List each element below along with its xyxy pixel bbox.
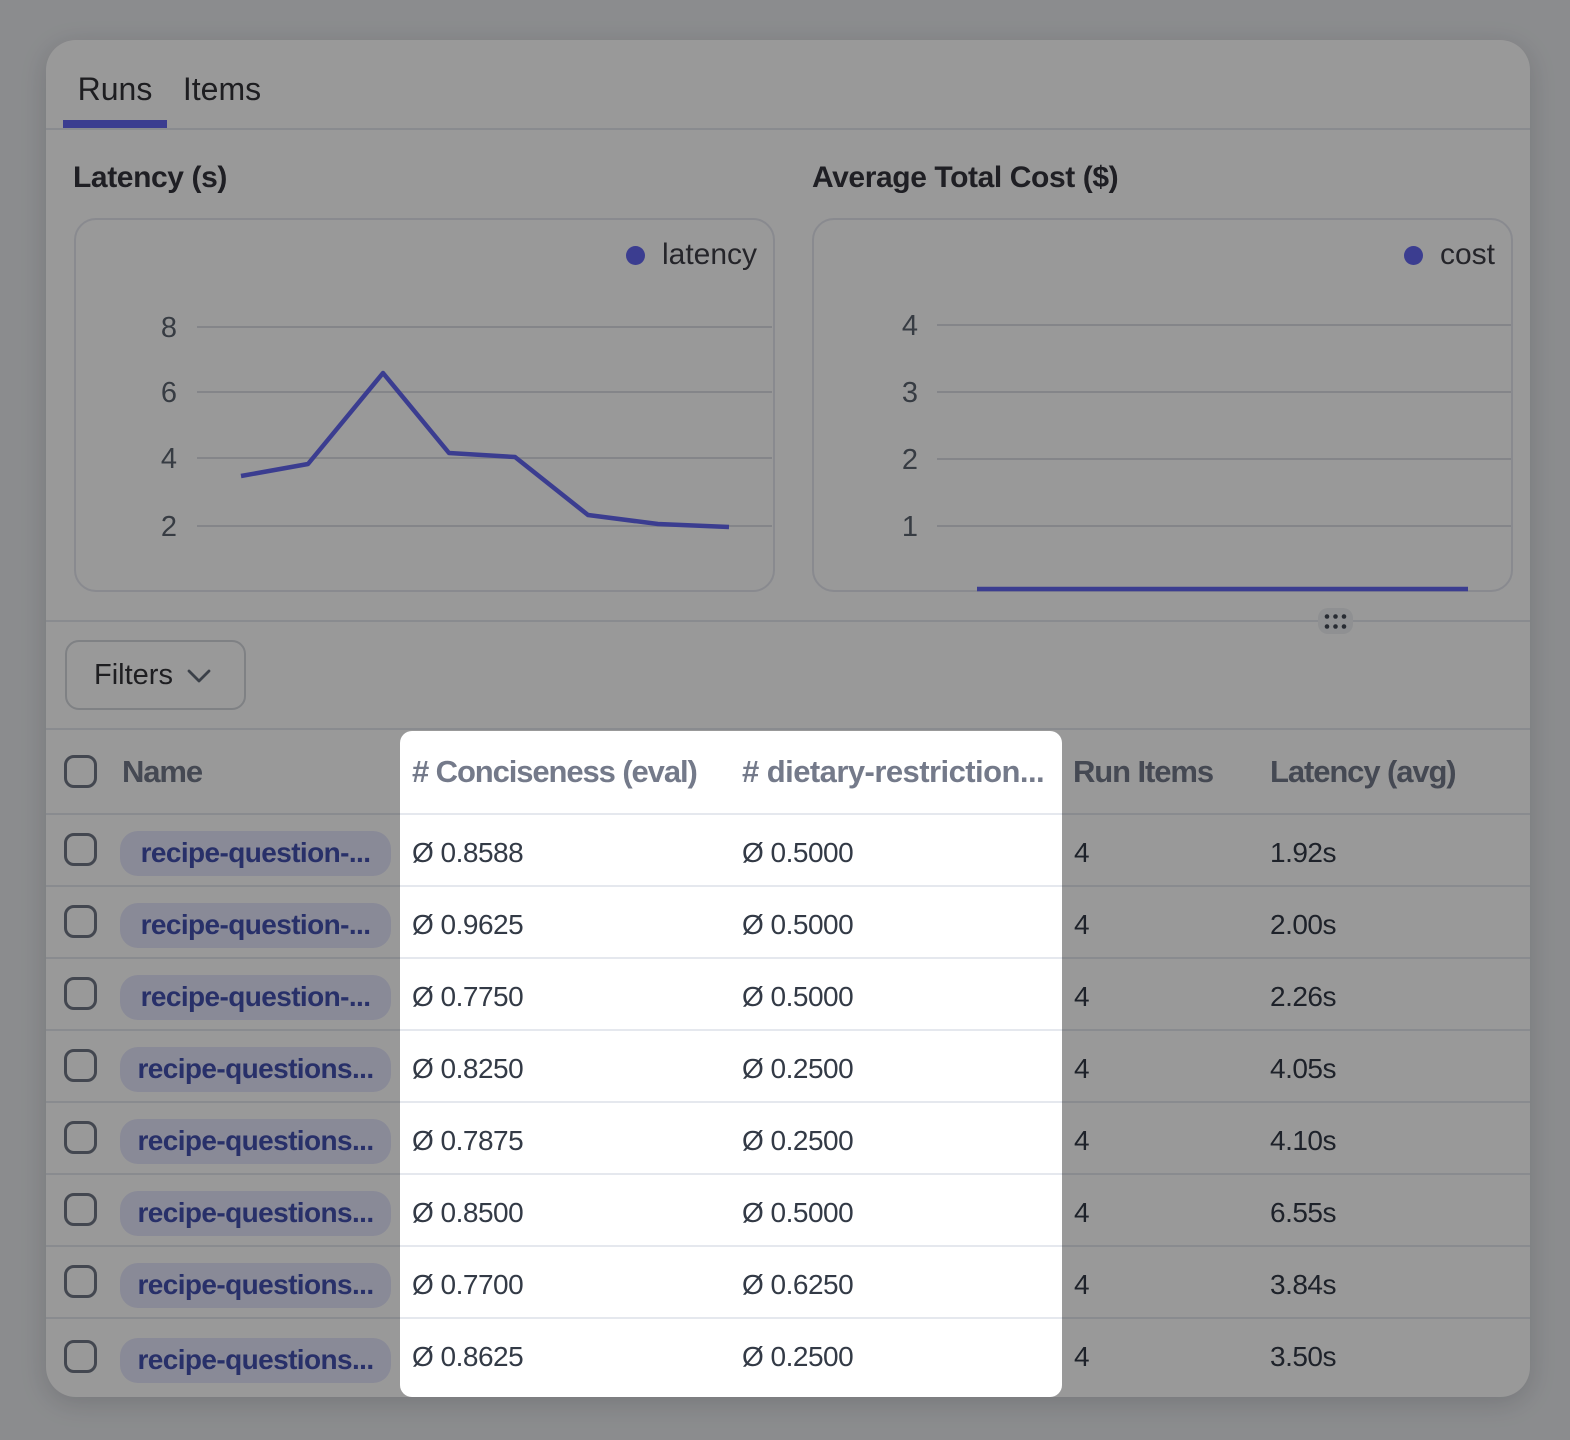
svg-text:2: 2 (902, 444, 918, 476)
svg-text:8: 8 (161, 312, 177, 344)
svg-text:4: 4 (161, 443, 177, 475)
svg-text:4: 4 (902, 310, 918, 342)
svg-text:2: 2 (161, 511, 177, 543)
svg-text:6: 6 (161, 377, 177, 409)
svg-text:3: 3 (902, 377, 918, 409)
svg-text:1: 1 (902, 511, 918, 543)
